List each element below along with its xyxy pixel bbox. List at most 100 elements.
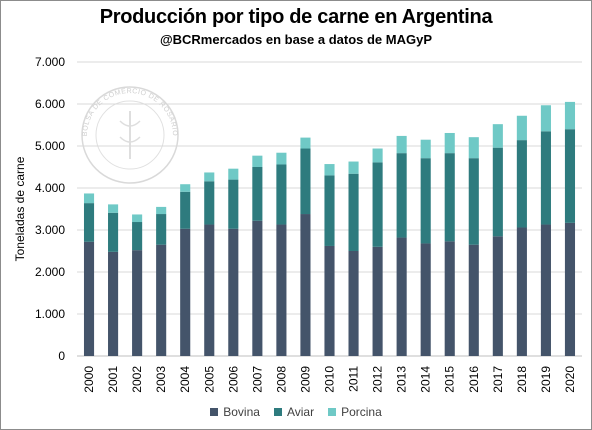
x-tick-label: 2004 <box>178 366 192 393</box>
bar-porcina-2015 <box>444 132 455 154</box>
legend-item-porcina: Porcina <box>328 405 382 419</box>
bar-bovina-2020 <box>564 222 576 356</box>
y-tick-label: 5.000 <box>35 139 65 153</box>
legend-item-bovina: Bovina <box>210 405 260 419</box>
bar-aviar-2014 <box>420 158 431 244</box>
bar-aviar-2013 <box>396 153 407 238</box>
bar-bovina-2006 <box>228 228 239 356</box>
x-axis: 2000 2001 2002 2003 2004 2005 2006 2007 2008 2009… <box>82 366 577 393</box>
bar-bovina-2018 <box>516 227 527 356</box>
bar-aviar-2016 <box>468 158 479 245</box>
bar-porcina-2011 <box>348 161 359 174</box>
bar-bovina-2014 <box>420 243 431 356</box>
bar-bovina-2001 <box>108 251 119 356</box>
bar-bovina-2002 <box>132 250 143 356</box>
x-tick-label: 2006 <box>226 366 240 393</box>
bars <box>83 101 576 356</box>
bar-bovina-2015 <box>444 241 455 356</box>
y-tick-label: 1.000 <box>35 307 65 321</box>
bar-porcina-2014 <box>420 139 431 159</box>
bar-porcina-2019 <box>540 105 551 132</box>
bar-bovina-2017 <box>492 236 503 356</box>
bar-aviar-2011 <box>348 173 359 251</box>
bar-porcina-2013 <box>396 135 407 154</box>
bar-aviar-2003 <box>156 214 167 245</box>
x-tick-label: 2011 <box>347 366 361 392</box>
y-tick-label: 4.000 <box>35 181 65 195</box>
bar-porcina-2016 <box>468 137 479 159</box>
bar-aviar-2002 <box>132 222 143 251</box>
x-tick-label: 2005 <box>202 366 216 393</box>
bar-aviar-2001 <box>108 212 119 252</box>
bar-porcina-2018 <box>516 115 527 141</box>
legend-label: Bovina <box>223 405 260 419</box>
bar-aviar-2020 <box>564 129 576 223</box>
x-tick-label: 2009 <box>298 366 312 393</box>
bar-porcina-2012 <box>372 148 383 163</box>
bar-porcina-2007 <box>252 155 263 167</box>
x-tick-label: 2000 <box>82 366 96 393</box>
bar-bovina-2008 <box>276 224 287 356</box>
x-tick-label: 2013 <box>395 366 409 393</box>
bar-bovina-2003 <box>156 244 167 356</box>
bar-porcina-2000 <box>83 193 95 204</box>
legend-swatch <box>328 408 337 416</box>
bar-aviar-2018 <box>516 140 527 228</box>
x-tick-label: 2003 <box>154 366 168 393</box>
legend-item-aviar: Aviar <box>273 405 315 419</box>
x-tick-label: 2019 <box>539 366 553 393</box>
bar-bovina-2010 <box>324 245 335 356</box>
bar-aviar-2000 <box>83 203 95 242</box>
bar-porcina-2003 <box>156 206 167 215</box>
legend-label: Porcina <box>341 405 382 419</box>
y-tick-label: 7.000 <box>35 55 65 69</box>
y-tick-label: 0 <box>58 349 65 363</box>
legend-label: Aviar <box>286 405 315 419</box>
bar-bovina-2013 <box>396 237 407 356</box>
bar-porcina-2002 <box>132 214 143 223</box>
chart-title: Producción por tipo de carne en Argentin… <box>99 6 493 28</box>
legend-swatch <box>273 408 282 416</box>
x-tick-label: 2015 <box>443 366 457 393</box>
x-tick-label: 2016 <box>467 366 481 393</box>
x-tick-label: 2020 <box>563 366 577 393</box>
x-tick-label: 2010 <box>323 366 337 393</box>
bar-porcina-2009 <box>300 137 311 149</box>
y-axis-label: Toneladas de carne <box>13 156 27 261</box>
bar-aviar-2019 <box>540 131 551 225</box>
bar-bovina-2011 <box>348 251 359 356</box>
bar-bovina-2005 <box>204 224 215 356</box>
legend-swatch <box>210 408 219 416</box>
bar-porcina-2020 <box>564 101 576 130</box>
bar-bovina-2009 <box>300 214 311 356</box>
bar-bovina-2007 <box>252 220 263 356</box>
bar-bovina-2000 <box>83 241 95 356</box>
x-tick-label: 2018 <box>515 366 529 393</box>
bar-porcina-2008 <box>276 152 287 165</box>
x-tick-label: 2014 <box>419 366 433 393</box>
bar-aviar-2017 <box>492 147 503 237</box>
bar-porcina-2005 <box>204 172 215 182</box>
bar-aviar-2010 <box>324 175 335 246</box>
bar-porcina-2006 <box>228 168 239 180</box>
bar-aviar-2005 <box>204 181 215 225</box>
y-tick-label: 6.000 <box>35 97 65 111</box>
bar-aviar-2006 <box>228 179 239 229</box>
bar-aviar-2008 <box>276 164 287 225</box>
bar-bovina-2016 <box>468 244 479 356</box>
legend: Bovina Aviar Porcina <box>0 405 592 419</box>
bar-porcina-2010 <box>324 164 335 176</box>
bar-bovina-2004 <box>180 228 191 356</box>
chart-subtitle: @BCRmercados en base a datos de MAGyP <box>159 32 433 47</box>
watermark-seal: BOLSA DE COMERCIO DE ROSARIO <box>81 86 179 184</box>
bar-bovina-2019 <box>540 224 551 356</box>
x-tick-label: 2012 <box>371 366 385 393</box>
bar-aviar-2015 <box>444 153 455 242</box>
x-tick-label: 2002 <box>130 366 144 393</box>
bar-aviar-2004 <box>180 191 191 229</box>
bar-bovina-2012 <box>372 246 383 356</box>
y-tick-label: 3.000 <box>35 223 65 237</box>
x-tick-label: 2017 <box>491 366 505 393</box>
x-tick-label: 2001 <box>106 366 120 393</box>
